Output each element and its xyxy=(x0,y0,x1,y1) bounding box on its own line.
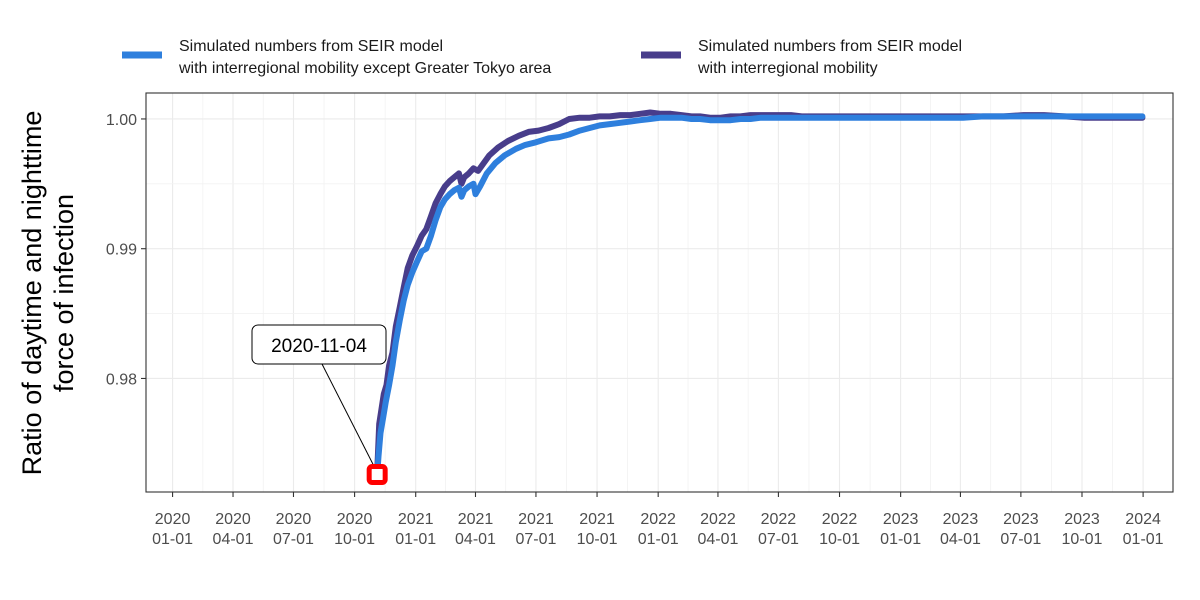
x-tick-label-date: 04-01 xyxy=(697,531,738,548)
x-tick-label-date: 10-01 xyxy=(577,531,618,548)
x-tick-label-year: 2023 xyxy=(1003,511,1039,528)
x-tick-label-date: 04-01 xyxy=(940,531,981,548)
x-tick-label-date: 10-01 xyxy=(334,531,375,548)
x-tick-label-date: 04-01 xyxy=(455,531,496,548)
x-tick-label-date: 01-01 xyxy=(395,531,436,548)
legend: Simulated numbers from SEIR model with in… xyxy=(122,38,962,77)
x-tick-label-year: 2022 xyxy=(761,511,797,528)
x-tick-label-year: 2022 xyxy=(640,511,676,528)
series-line-1 xyxy=(374,113,1146,478)
x-tick-label-year: 2020 xyxy=(337,511,373,528)
x-tick-label-year: 2022 xyxy=(822,511,858,528)
x-tick-label-date: 01-01 xyxy=(1123,531,1164,548)
x-tick-label-year: 2023 xyxy=(943,511,979,528)
annotation-marker xyxy=(366,463,388,485)
annotation-box xyxy=(251,324,387,365)
y-tick-label: 1.00 xyxy=(106,112,137,129)
y-axis-title-line1: Ratio of daytime and nighttime xyxy=(17,111,47,476)
x-tick-label-date: 01-01 xyxy=(152,531,193,548)
x-tick-label-year: 2020 xyxy=(155,511,191,528)
x-tick-label-year: 2020 xyxy=(215,511,251,528)
x-tick-label-date: 07-01 xyxy=(1000,531,1041,548)
x-tick-label-year: 2021 xyxy=(518,511,554,528)
x-tick-label-year: 2021 xyxy=(398,511,434,528)
legend-label-line1: Simulated numbers from SEIR model xyxy=(698,38,962,55)
x-tick-label-year: 2023 xyxy=(883,511,919,528)
y-tick-label: 0.99 xyxy=(106,242,137,259)
x-tick-label-date: 07-01 xyxy=(273,531,314,548)
y-axis-title: Ratio of daytime and nighttime force of i… xyxy=(17,111,79,476)
x-tick-label-date: 01-01 xyxy=(880,531,921,548)
legend-label-line2: with interregional mobility except Great… xyxy=(178,60,551,77)
x-tick-label-date: 01-01 xyxy=(638,531,679,548)
x-tick-label-year: 2020 xyxy=(276,511,312,528)
x-tick-label-year: 2021 xyxy=(458,511,494,528)
x-tick-label-date: 07-01 xyxy=(515,531,556,548)
x-tick-label-year: 2023 xyxy=(1064,511,1100,528)
legend-label-line2: with interregional mobility xyxy=(697,60,878,77)
y-axis-title-line2: force of infection xyxy=(49,194,79,392)
x-tick-label-year: 2021 xyxy=(579,511,615,528)
panel-border xyxy=(145,92,1174,493)
x-tick-label-year: 2022 xyxy=(700,511,736,528)
x-tick-label-year: 2024 xyxy=(1125,511,1161,528)
series-lines xyxy=(374,109,1146,478)
x-axis: 2020 01-01 2020 04-01 2020 07-01 2020 10-01 2021… xyxy=(152,492,1164,548)
gridlines xyxy=(146,93,1173,492)
x-tick-label-date: 10-01 xyxy=(1062,531,1103,548)
annotation: 2020-11-04 xyxy=(251,324,388,485)
annotation-label: 2020-11-04 xyxy=(271,336,367,357)
y-tick-label: 0.98 xyxy=(106,371,137,388)
x-tick-label-date: 10-01 xyxy=(819,531,860,548)
x-tick-label-date: 04-01 xyxy=(213,531,254,548)
x-tick-label-date: 07-01 xyxy=(758,531,799,548)
annotation-leader-line xyxy=(321,363,376,469)
y-axis: 0.98 0.99 1.00 xyxy=(106,112,146,388)
legend-label-line1: Simulated numbers from SEIR model xyxy=(179,38,443,55)
